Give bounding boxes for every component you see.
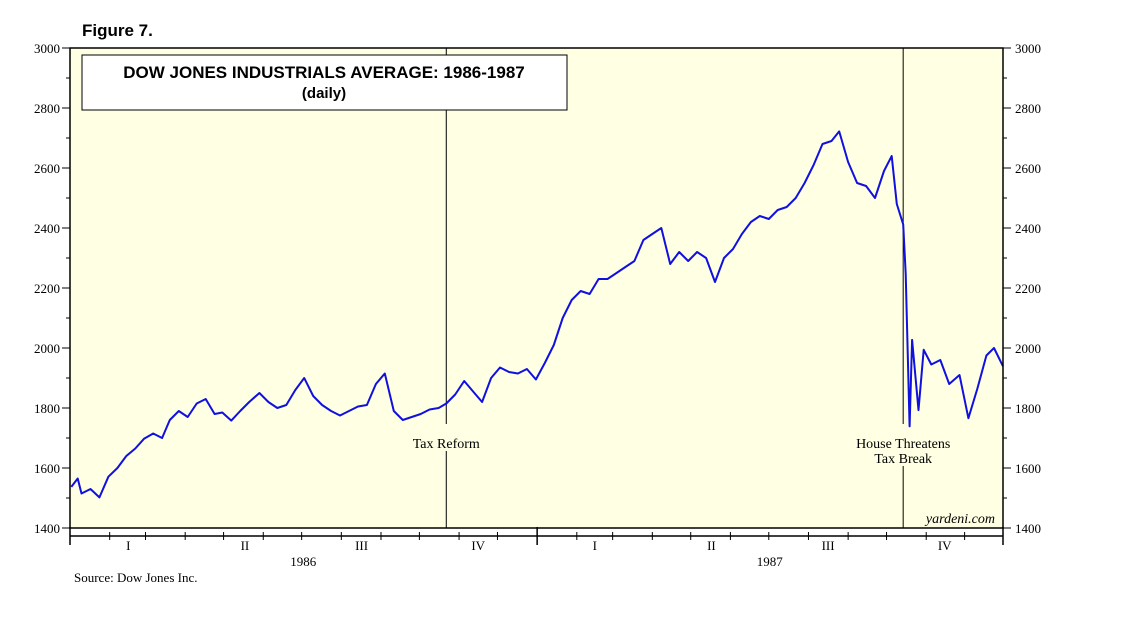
plot-area <box>70 48 1003 528</box>
x-quarter-label: II <box>241 538 250 553</box>
x-year-label: 1986 <box>290 554 317 569</box>
x-quarter-label: III <box>355 538 368 553</box>
y-axis-left: 1400 1600 1800 2000 2200 2400 2600 2800 3000 <box>34 41 70 536</box>
x-quarter-label: III <box>822 538 835 553</box>
chart-title: DOW JONES INDUSTRIALS AVERAGE: 1986-1987 <box>123 63 524 82</box>
y-tick-label-left: 3000 <box>34 41 60 56</box>
y-tick-label-right: 1800 <box>1015 401 1041 416</box>
x-quarter-label: I <box>593 538 597 553</box>
x-quarter-label: I <box>126 538 130 553</box>
x-year-label: 1987 <box>757 554 784 569</box>
chart-subtitle: (daily) <box>302 85 346 102</box>
y-tick-label-right: 1400 <box>1015 521 1041 536</box>
series-line-djia <box>70 130 1004 499</box>
x-quarter-label: IV <box>471 538 485 553</box>
y-tick-label-right: 1600 <box>1015 461 1041 476</box>
y-tick-label-right: 2800 <box>1015 101 1041 116</box>
y-tick-label-right: 2000 <box>1015 341 1041 356</box>
y-axis-right: 1400 1600 1800 2000 2200 2400 2600 2800 3000 <box>1003 41 1041 536</box>
source-note: Source: Dow Jones Inc. <box>74 570 197 585</box>
y-tick-label-right: 3000 <box>1015 41 1041 56</box>
x-quarter-label: II <box>707 538 716 553</box>
watermark: yardeni.com <box>924 512 995 527</box>
y-tick-label-right: 2400 <box>1015 221 1041 236</box>
figure-label: Figure 7. <box>82 21 153 40</box>
y-tick-label-left: 2400 <box>34 221 60 236</box>
y-tick-label-left: 1400 <box>34 521 60 536</box>
y-tick-label-left: 1800 <box>34 401 60 416</box>
y-tick-label-left: 1600 <box>34 461 60 476</box>
y-tick-label-right: 2200 <box>1015 281 1041 296</box>
annotation-label: House Threatens <box>856 437 950 452</box>
y-tick-label-left: 2000 <box>34 341 60 356</box>
title-box <box>81 54 568 111</box>
annotation-label: Tax Break <box>874 452 932 467</box>
annotation-label: Tax Reform <box>413 437 480 452</box>
x-quarter-label: IV <box>938 538 952 553</box>
y-tick-label-left: 2800 <box>34 101 60 116</box>
y-tick-label-left: 2600 <box>34 161 60 176</box>
y-tick-label-right: 2600 <box>1015 161 1041 176</box>
y-tick-label-left: 2200 <box>34 281 60 296</box>
